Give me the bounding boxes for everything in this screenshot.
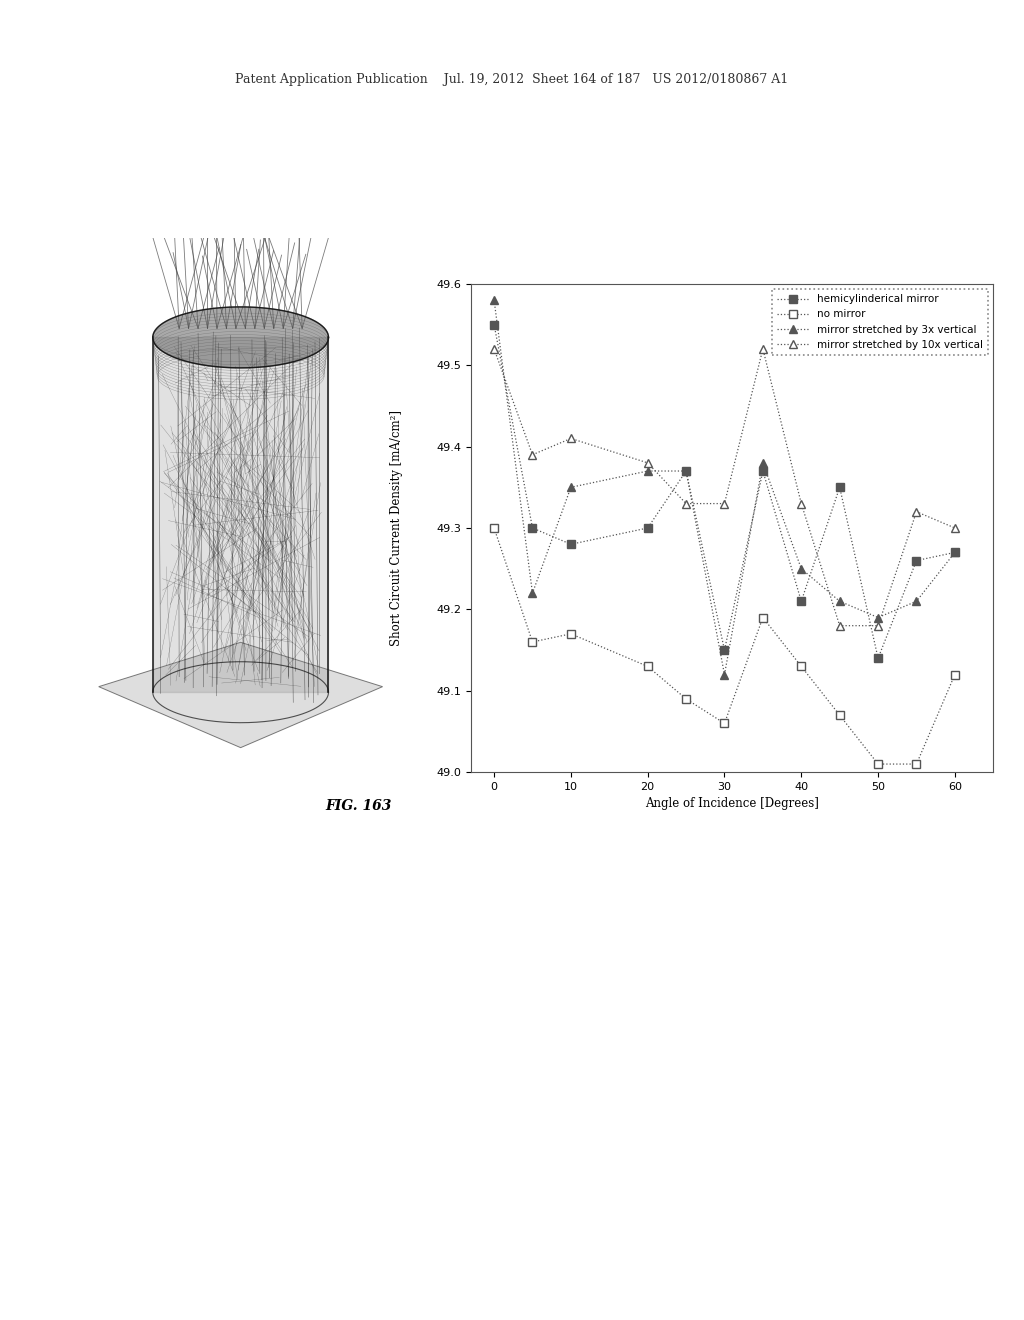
- mirror stretched by 10x vertical: [834, 618, 846, 634]
- mirror stretched by 3x vertical: [948, 544, 961, 560]
- mirror stretched by 10x vertical: [948, 520, 961, 536]
- mirror stretched by 10x vertical: [910, 504, 923, 520]
- no mirror: [526, 634, 539, 649]
- hemicylinderical mirror: [910, 553, 923, 569]
- mirror stretched by 3x vertical: [680, 463, 692, 479]
- Polygon shape: [153, 308, 329, 368]
- Text: Patent Application Publication    Jul. 19, 2012  Sheet 164 of 187   US 2012/0180: Patent Application Publication Jul. 19, …: [236, 73, 788, 86]
- no mirror: [910, 756, 923, 772]
- mirror stretched by 10x vertical: [488, 341, 501, 356]
- mirror stretched by 3x vertical: [910, 593, 923, 609]
- Line: mirror stretched by 3x vertical: mirror stretched by 3x vertical: [490, 296, 958, 678]
- hemicylinderical mirror: [795, 593, 807, 609]
- Legend: hemicylinderical mirror, no mirror, mirror stretched by 3x vertical, mirror stre: hemicylinderical mirror, no mirror, mirr…: [772, 289, 988, 355]
- Polygon shape: [153, 338, 329, 692]
- no mirror: [834, 708, 846, 723]
- Line: no mirror: no mirror: [490, 524, 958, 768]
- Line: mirror stretched by 10x vertical: mirror stretched by 10x vertical: [490, 345, 958, 630]
- no mirror: [795, 659, 807, 675]
- X-axis label: Angle of Incidence [Degrees]: Angle of Incidence [Degrees]: [645, 797, 819, 810]
- mirror stretched by 3x vertical: [795, 561, 807, 577]
- no mirror: [641, 659, 654, 675]
- mirror stretched by 3x vertical: [719, 667, 731, 682]
- mirror stretched by 10x vertical: [680, 495, 692, 511]
- hemicylinderical mirror: [680, 463, 692, 479]
- mirror stretched by 3x vertical: [641, 463, 654, 479]
- hemicylinderical mirror: [565, 536, 578, 552]
- Line: hemicylinderical mirror: hemicylinderical mirror: [490, 321, 958, 663]
- hemicylinderical mirror: [526, 520, 539, 536]
- mirror stretched by 10x vertical: [641, 455, 654, 471]
- no mirror: [948, 667, 961, 682]
- no mirror: [565, 626, 578, 642]
- mirror stretched by 3x vertical: [488, 292, 501, 308]
- Polygon shape: [98, 643, 383, 747]
- hemicylinderical mirror: [757, 463, 769, 479]
- hemicylinderical mirror: [872, 651, 885, 667]
- no mirror: [872, 756, 885, 772]
- hemicylinderical mirror: [641, 520, 654, 536]
- hemicylinderical mirror: [719, 642, 731, 657]
- hemicylinderical mirror: [834, 479, 846, 495]
- mirror stretched by 10x vertical: [757, 341, 769, 356]
- Text: FIG. 163: FIG. 163: [326, 799, 391, 813]
- no mirror: [488, 520, 501, 536]
- no mirror: [680, 690, 692, 706]
- no mirror: [757, 610, 769, 626]
- mirror stretched by 10x vertical: [565, 430, 578, 446]
- mirror stretched by 3x vertical: [526, 585, 539, 601]
- no mirror: [719, 715, 731, 731]
- hemicylinderical mirror: [948, 544, 961, 560]
- mirror stretched by 3x vertical: [565, 479, 578, 495]
- Y-axis label: Short Circuit Current Density [mA/cm²]: Short Circuit Current Density [mA/cm²]: [390, 411, 403, 645]
- mirror stretched by 10x vertical: [795, 495, 807, 511]
- mirror stretched by 10x vertical: [872, 618, 885, 634]
- mirror stretched by 10x vertical: [719, 495, 731, 511]
- mirror stretched by 10x vertical: [526, 446, 539, 462]
- mirror stretched by 3x vertical: [834, 593, 846, 609]
- hemicylinderical mirror: [488, 317, 501, 333]
- mirror stretched by 3x vertical: [872, 610, 885, 626]
- mirror stretched by 3x vertical: [757, 455, 769, 471]
